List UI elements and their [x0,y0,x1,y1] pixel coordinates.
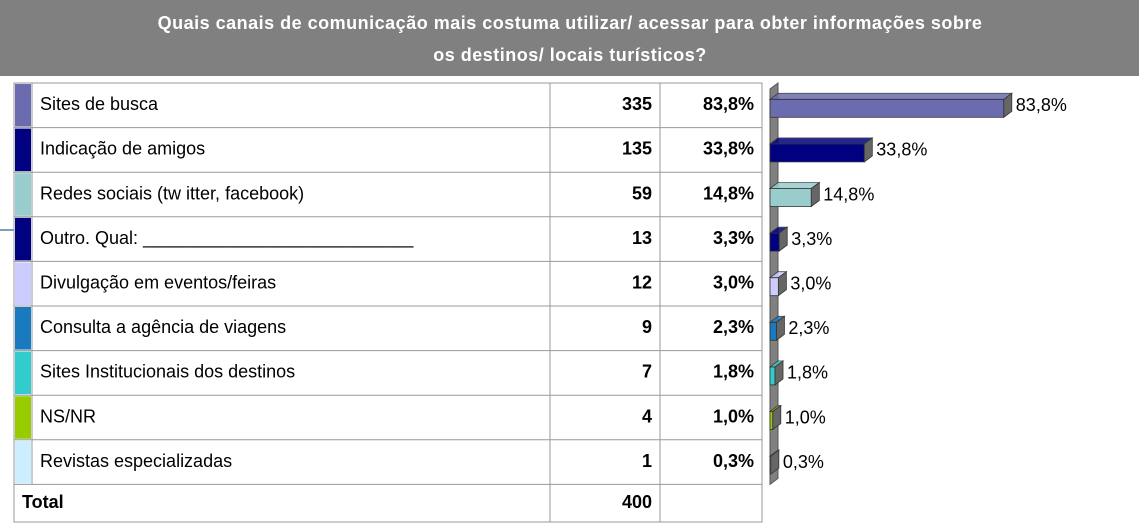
bar [769,321,777,341]
legend-swatch [15,262,31,305]
percent: 3,3% [713,228,754,248]
legend-swatch [15,217,31,261]
count: 9 [642,317,652,337]
bar-side [776,315,785,342]
category-label: Outro. Qual: ___________________________ [40,228,414,249]
bar-label: 3,3% [791,229,832,249]
category-label: Indicação de amigos [40,139,205,159]
percent: 3,0% [713,272,754,292]
bar-side [777,270,787,297]
bar-label: 3,0% [790,273,831,293]
count: 1 [642,451,652,471]
count: 135 [622,139,652,159]
percent: 14,8% [703,183,754,203]
legend-swatch [15,351,31,395]
category-label: Sites de busca [40,94,159,114]
percent: 1,0% [713,406,754,426]
bar-label: 33,8% [876,140,927,160]
bar-side [774,360,784,386]
bar [769,188,812,207]
bar-side [863,137,873,163]
category-label: Divulgação em eventos/feiras [40,272,276,292]
legend-swatch [15,396,31,439]
bar-top [768,92,1014,100]
bar-side [772,404,782,431]
category-label: Revistas especializadas [40,451,232,471]
count: 7 [642,362,652,382]
table-frame [13,82,763,523]
legend-swatch [15,440,31,484]
percent: 33,8% [703,139,754,159]
percent: 0,3% [713,451,754,471]
bar [769,277,779,297]
bar [769,143,865,163]
count: 335 [622,94,652,114]
bar-label: 1,0% [785,407,826,427]
category-label: Sites Institucionais dos destinos [40,362,295,382]
bar [769,411,774,430]
bar [769,98,1005,118]
legend-swatch [15,307,31,350]
chart-title: os destinos/ locais turísticos? [433,45,707,65]
bar [769,366,776,386]
bar-top [768,137,874,145]
title-band [0,0,1139,76]
percent: 2,3% [713,317,754,337]
legend-swatch [15,173,31,216]
bar-side [810,181,820,208]
count: 13 [632,228,652,248]
count: 59 [632,183,652,203]
bar-side [770,449,780,475]
total-label: Total [22,492,64,512]
bar-label: 14,8% [823,184,874,204]
total-count: 400 [622,492,652,512]
bar-label: 1,8% [787,363,828,383]
legend-swatch [15,84,31,127]
category-label: NS/NR [40,406,96,426]
legend-swatch [15,128,31,172]
bar-side [1003,92,1013,119]
percent: 83,8% [703,94,754,114]
bar-side [778,226,788,252]
count: 4 [642,406,652,426]
category-label: Redes sociais (tw itter, facebook) [40,183,304,203]
chart-title: Quais canais de comunicação mais costuma… [158,13,983,33]
category-label: Consulta a agência de viagens [40,317,286,337]
count: 12 [632,272,652,292]
bar-label: 2,3% [788,318,829,338]
bar-label: 0,3% [783,452,824,472]
bar [769,232,780,252]
bar-label: 83,8% [1016,95,1067,115]
percent: 1,8% [713,362,754,382]
